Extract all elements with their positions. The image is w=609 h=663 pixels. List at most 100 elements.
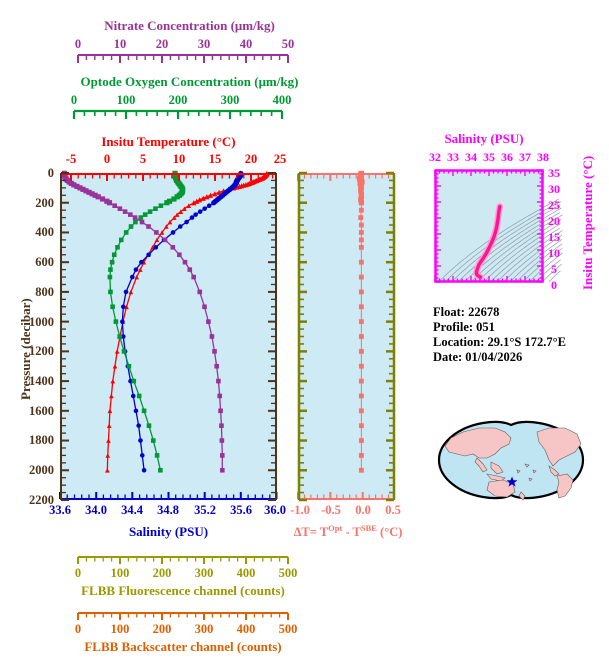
data-point: [358, 207, 364, 213]
data-point: [141, 467, 147, 473]
data-point: [204, 194, 210, 200]
data-point: [105, 453, 111, 458]
isopycnal-line: [451, 205, 560, 283]
delta-t-plot[interactable]: [297, 170, 396, 502]
backscatter-axis-line: [77, 612, 289, 620]
oxygen-tick-0: 0: [70, 93, 78, 107]
data-point: [134, 274, 139, 280]
data-point: [184, 219, 189, 225]
data-point: [109, 259, 115, 265]
temperature-axis-ticklabels: -5 0 5 10 15 20 25: [0, 152, 609, 166]
oxygen-axis-ticklabels: 0 100 200 300 400: [0, 93, 609, 107]
ts-temperature-tick-3: 15: [548, 230, 560, 244]
data-point: [106, 438, 111, 443]
isopycnal-line: [457, 207, 562, 283]
delta-t-canvas: [297, 170, 396, 502]
data-point: [120, 304, 126, 310]
nitrate-tick-2: 20: [155, 37, 169, 51]
pressure-tick-0: 0: [47, 166, 54, 180]
metadata-profile-row: Profile: 051: [433, 320, 566, 335]
data-point: [174, 194, 180, 200]
delta-t-tick-3: 0.5: [385, 503, 401, 517]
ts-diagram[interactable]: [434, 169, 564, 283]
metadata-profile-value: 051: [476, 320, 495, 334]
main-plot-canvas: [59, 170, 278, 501]
data-point: [121, 349, 127, 354]
backscatter-tick-2: 200: [152, 622, 172, 636]
nitrate-tick-3: 30: [197, 37, 211, 51]
temperature-tick-3: 10: [172, 152, 186, 166]
temperature-tick-2: 5: [139, 152, 147, 166]
delta-t-axis-title: ΔT= TOpt - TSBE (°C): [288, 523, 408, 540]
isopycnal-line: [483, 223, 561, 283]
metadata-date-value: 01/04/2026: [465, 350, 523, 364]
data-point: [358, 215, 364, 220]
data-point: [159, 230, 165, 235]
data-point: [106, 200, 113, 206]
fluorescence-tick-3: 300: [194, 566, 214, 580]
data-point: [120, 334, 126, 339]
oxygen-axis-line: [72, 109, 284, 119]
data-point: [132, 215, 138, 220]
main-profile-plot[interactable]: [59, 170, 278, 501]
data-point: [122, 209, 128, 214]
data-point: [128, 212, 133, 217]
data-point: [106, 423, 112, 428]
salinity-tick-6: 36.0: [264, 503, 286, 517]
isopycnal-line: [548, 270, 561, 283]
data-point: [358, 274, 364, 280]
data-point: [358, 378, 364, 384]
metadata-float-row: Float: 22678: [433, 305, 566, 320]
data-point: [358, 197, 364, 203]
salinity-tick-2: 34.4: [121, 503, 143, 517]
delta-t-tick-1: -0.5: [321, 503, 341, 517]
metadata-date-row: Date: 01/04/2026: [433, 350, 566, 365]
data-point: [358, 438, 364, 443]
ts-diagram-canvas: [434, 169, 564, 283]
salinity-tick-1: 34.0: [85, 503, 107, 517]
pressure-tick-10: 2000: [29, 463, 54, 477]
data-point: [170, 230, 176, 235]
data-point: [167, 219, 173, 225]
data-point: [137, 267, 143, 272]
data-point: [139, 219, 145, 225]
backscatter-tick-1: 100: [110, 622, 130, 636]
data-point: [178, 209, 184, 214]
data-point: [217, 393, 223, 399]
pressure-tick-5: 1000: [29, 314, 54, 329]
backscatter-tick-4: 400: [236, 622, 256, 636]
pressure-axis-title: Pressure (decibar): [18, 298, 33, 400]
fluorescence-tick-4: 400: [236, 566, 256, 580]
metadata-date-label: Date:: [433, 350, 463, 364]
nitrate-tick-4: 40: [239, 37, 253, 51]
data-point: [108, 267, 113, 272]
delta-t-tick-2: 0.0: [355, 503, 371, 517]
nitrate-tick-1: 10: [113, 37, 127, 51]
ts-temperature-tick-1: 5: [551, 262, 557, 276]
salinity-tick-3: 34.8: [157, 503, 179, 517]
metadata-location-label: Location:: [433, 335, 485, 349]
oxygen-tick-1: 100: [116, 93, 136, 107]
backscatter-tick-3: 300: [194, 622, 214, 636]
data-point: [197, 197, 203, 203]
data-point: [166, 198, 173, 204]
data-point: [114, 349, 120, 354]
isopycnal-line: [477, 218, 562, 283]
oxygen-tick-2: 200: [168, 93, 188, 107]
data-point: [107, 274, 113, 280]
data-point: [117, 334, 122, 339]
data-point: [358, 191, 364, 197]
data-point: [207, 192, 214, 198]
temperature-tick-4: 15: [208, 152, 222, 166]
fluorescence-axis-line: [77, 556, 289, 564]
data-point: [191, 274, 196, 280]
metadata-block: Float: 22678 Profile: 051 Location: 29.1…: [433, 305, 566, 365]
pressure-tick-11: 2200: [29, 492, 54, 507]
temperature-axis-title: Insitu Temperature (°C): [101, 134, 236, 149]
fluorescence-axis-title: FLBB Fluorescence channel (counts): [81, 583, 285, 598]
oxygen-axis-title: Optode Oxygen Concentration (μm/kg): [80, 74, 299, 89]
data-point: [74, 183, 80, 189]
delta-t-title-lead: ΔT= T: [293, 525, 329, 540]
data-point: [164, 224, 169, 229]
fluorescence-tick-1: 100: [110, 566, 130, 580]
